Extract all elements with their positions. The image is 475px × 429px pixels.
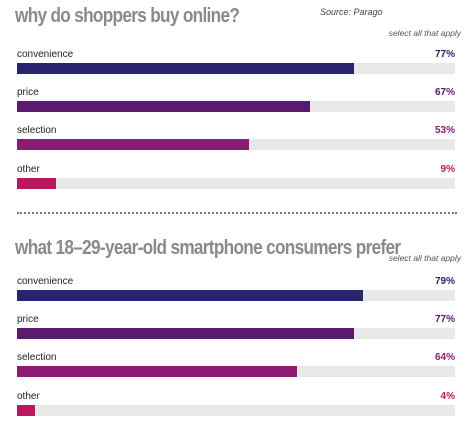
chart-title: what 18–29-year-old smartphone consumers… [15, 237, 401, 259]
bar-category-label: price [17, 87, 39, 98]
bar-row-convenience: convenience 77% [17, 49, 455, 87]
bar-value-label: 9% [440, 164, 455, 175]
bar-value-label: 77% [434, 49, 455, 60]
bar-value-label: 53% [434, 125, 455, 136]
bar-convenience [17, 63, 355, 74]
bar-value-label: 64% [434, 352, 455, 363]
bar-convenience [17, 290, 364, 301]
bar-selection [17, 139, 250, 150]
bar-other [17, 178, 57, 189]
chart-online-shopping-reasons: why do shoppers buy online? Source: Para… [0, 0, 475, 210]
bar-category-label: selection [17, 352, 57, 363]
chart-title: why do shoppers buy online? [15, 5, 240, 27]
bar-row-other: other 4% [17, 391, 455, 429]
chart-source: Source: Parago [320, 7, 383, 17]
bar-track [17, 139, 455, 150]
bar-row-other: other 9% [17, 164, 455, 202]
bar-row-price: price 77% [17, 314, 455, 352]
bar-row-price: price 67% [17, 87, 455, 125]
bar-category-label: convenience [17, 276, 74, 287]
bar-row-convenience: convenience 79% [17, 276, 455, 314]
bar-other [17, 405, 35, 416]
bar-value-label: 4% [440, 391, 455, 402]
bar-row-selection: selection 53% [17, 125, 455, 163]
bar-track [17, 405, 455, 416]
bar-value-label: 67% [434, 87, 455, 98]
bar-category-label: convenience [17, 49, 74, 60]
bar-category-label: price [17, 314, 39, 325]
bar-track [17, 101, 455, 112]
bar-selection [17, 366, 298, 377]
section-divider [17, 212, 457, 214]
bar-value-label: 79% [434, 276, 455, 287]
chart-note: select all that apply [388, 28, 461, 38]
bar-track [17, 178, 455, 189]
bar-price [17, 328, 355, 339]
bar-value-label: 77% [434, 314, 455, 325]
bar-track [17, 290, 455, 301]
bar-track [17, 328, 455, 339]
bar-track [17, 63, 455, 74]
chart-note: select all that apply [388, 253, 461, 263]
chart-smartphone-consumer-preferences: what 18–29-year-old smartphone consumers… [0, 228, 475, 428]
bar-track [17, 366, 455, 377]
bar-category-label: other [17, 164, 40, 175]
bar-category-label: selection [17, 125, 57, 136]
bar-category-label: other [17, 391, 40, 402]
bar-price [17, 101, 311, 112]
bar-row-selection: selection 64% [17, 352, 455, 390]
